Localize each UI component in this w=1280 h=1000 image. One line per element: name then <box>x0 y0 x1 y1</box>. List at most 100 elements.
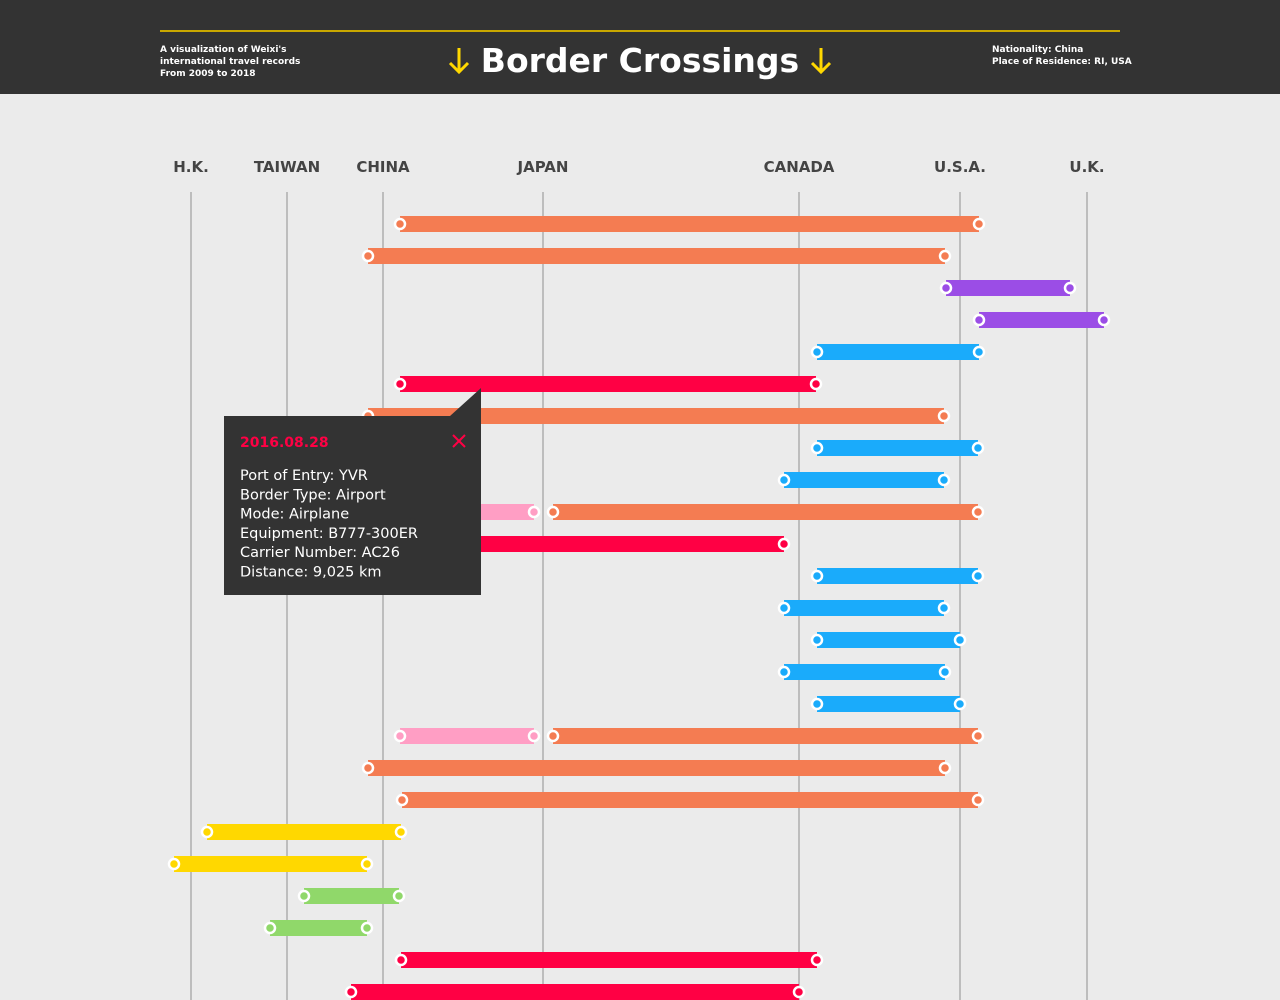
trip-bar <box>368 760 945 776</box>
column-label: CANADA <box>764 158 835 176</box>
trip-end <box>546 729 560 743</box>
trip-bar <box>401 952 817 968</box>
trip-end <box>972 217 986 231</box>
trip-bar <box>979 312 1104 328</box>
trip-bar <box>784 664 945 680</box>
info: Place of Residence: RI, USA <box>992 57 1132 67</box>
trip-end <box>546 505 560 519</box>
trip-end <box>393 217 407 231</box>
trip-end <box>392 889 406 903</box>
tooltip-line: Mode: Airplane <box>240 507 349 523</box>
arrow-icon <box>448 48 832 75</box>
tooltip: 2016.08.28 Port of Entry: YVR Border Type… <box>224 388 481 595</box>
column-label: U.S.A. <box>934 158 986 176</box>
trip-end <box>972 313 986 327</box>
trip-end <box>937 601 951 615</box>
trip-end <box>938 249 952 263</box>
column-label: TAIWAN <box>254 158 320 176</box>
trip-end <box>1063 281 1077 295</box>
trip-end <box>809 377 823 391</box>
trip-bar <box>784 472 944 488</box>
tooltip-line: Port of Entry: YVR <box>240 468 368 484</box>
trip-bar <box>304 888 399 904</box>
trip-end <box>971 441 985 455</box>
trip-end <box>1097 313 1111 327</box>
tooltip-line: Carrier Number: AC26 <box>240 545 400 561</box>
tooltip-date: 2016.08.28 <box>240 435 329 451</box>
trip-end <box>777 537 791 551</box>
trip-end <box>938 761 952 775</box>
trip-end <box>200 825 214 839</box>
trip-bar <box>270 920 367 936</box>
trip-bar <box>207 824 401 840</box>
tooltip-line: Border Type: Airport <box>240 487 386 503</box>
tooltip-line: Equipment: B777-300ER <box>240 526 418 542</box>
trip-bar <box>817 440 978 456</box>
trip-end <box>810 953 824 967</box>
trip-end <box>938 665 952 679</box>
column-label: U.K. <box>1069 158 1104 176</box>
trip-bar <box>553 504 978 520</box>
trip-end <box>527 505 541 519</box>
trip-bar <box>368 248 945 264</box>
trip-end <box>361 761 375 775</box>
header-bar <box>0 0 1280 94</box>
trip-end <box>937 409 951 423</box>
trip-bar <box>400 728 534 744</box>
trip-end <box>777 601 791 615</box>
trip-end <box>810 633 824 647</box>
tooltip-line: Distance: 9,025 km <box>240 565 382 581</box>
column-label: CHINA <box>356 158 410 176</box>
page-title: Border Crossings <box>481 41 799 80</box>
trip-end <box>971 729 985 743</box>
trip-end <box>939 281 953 295</box>
column-label: H.K. <box>173 158 209 176</box>
trip-end <box>937 473 951 487</box>
trip-end <box>393 377 407 391</box>
trip-end <box>971 569 985 583</box>
trip-bar <box>400 216 979 232</box>
info: Nationality: China <box>992 45 1083 55</box>
trip-end <box>263 921 277 935</box>
trip-end <box>810 345 824 359</box>
trip-end <box>792 985 806 999</box>
trip-bar <box>817 696 960 712</box>
trip-end <box>971 793 985 807</box>
trip-end <box>344 985 358 999</box>
trip-end <box>360 857 374 871</box>
trip-bar <box>817 344 979 360</box>
trip-end <box>393 729 407 743</box>
trip-end <box>777 665 791 679</box>
trip-end <box>395 793 409 807</box>
trip-end <box>810 569 824 583</box>
trip-bar <box>174 856 367 872</box>
trip-bar <box>553 728 978 744</box>
trip-end <box>167 857 181 871</box>
trip-end <box>394 825 408 839</box>
trip-bar <box>368 408 944 424</box>
tooltip-notch <box>450 388 481 416</box>
trip-end <box>953 633 967 647</box>
description: A visualization of Weixi's <box>160 45 287 55</box>
trip-end <box>394 953 408 967</box>
trip-end <box>361 249 375 263</box>
trip-bar <box>402 792 978 808</box>
trip-bar <box>817 568 978 584</box>
trip-bar <box>946 280 1070 296</box>
trip-end <box>810 441 824 455</box>
tooltip-box <box>224 416 481 595</box>
trip-end <box>972 345 986 359</box>
trip-end <box>360 921 374 935</box>
close-button[interactable] <box>452 434 466 448</box>
description: From 2009 to 2018 <box>160 69 256 79</box>
trip-bar <box>400 376 816 392</box>
trip-bar <box>351 984 799 1000</box>
trip-end <box>971 505 985 519</box>
description: international travel records <box>160 57 300 67</box>
trip-bar <box>784 600 944 616</box>
trip-end <box>810 697 824 711</box>
trip-end <box>777 473 791 487</box>
trip-end <box>527 729 541 743</box>
trip-bar <box>817 632 960 648</box>
